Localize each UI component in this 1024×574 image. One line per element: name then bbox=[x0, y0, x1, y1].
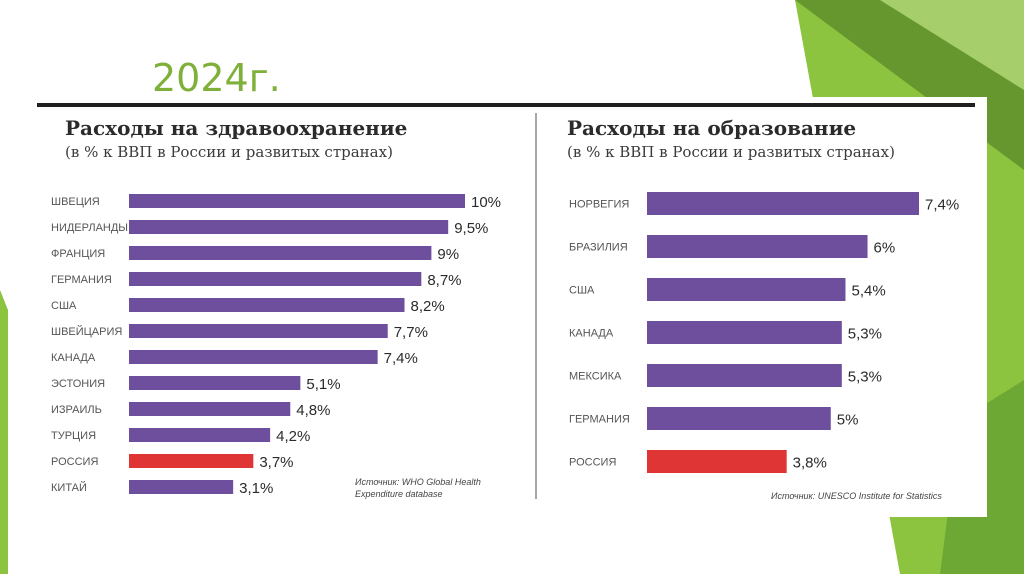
bar bbox=[129, 350, 378, 364]
value-label: 6% bbox=[874, 240, 896, 257]
bar bbox=[647, 321, 842, 344]
education-source-line: Источник: UNESCO Institute for Statistic… bbox=[771, 491, 942, 501]
bar bbox=[129, 194, 465, 208]
health-chart-plot: ШВЕЦИЯ 10% НИДЕРЛАНДЫ 9,5% ФРАНЦИЯ 9% ГЕРМАНИЯ… bbox=[51, 194, 501, 497]
value-label: 7,4% bbox=[925, 197, 959, 214]
category-label: ШВЕЦИЯ bbox=[51, 196, 100, 208]
bar bbox=[647, 407, 831, 430]
value-label: 9% bbox=[437, 246, 459, 263]
health-chart-title: Расходы на здравоохранение bbox=[65, 116, 407, 140]
category-label: МЕКСИКА bbox=[569, 371, 622, 383]
value-label: 7,4% bbox=[384, 350, 418, 367]
education-chart-plot: НОРВЕГИЯ 7,4% БРАЗИЛИЯ 6% США 5,4% КАНАДА 5,3% М… bbox=[569, 192, 959, 473]
category-label: КАНАДА bbox=[569, 328, 614, 340]
bar-highlight bbox=[647, 450, 787, 473]
bar bbox=[129, 246, 432, 260]
bar bbox=[647, 278, 846, 301]
category-label: ИЗРАИЛЬ bbox=[51, 404, 102, 416]
category-label: ЭСТОНИЯ bbox=[51, 378, 105, 390]
value-label: 5,1% bbox=[306, 376, 340, 393]
category-label: ШВЕЙЦАРИЯ bbox=[51, 325, 122, 338]
value-label: 7,7% bbox=[394, 324, 428, 341]
value-label: 8,7% bbox=[427, 272, 461, 289]
bar bbox=[129, 324, 388, 338]
value-label: 5,4% bbox=[851, 283, 885, 300]
value-label: 5% bbox=[837, 412, 859, 429]
category-label: ГЕРМАНИЯ bbox=[51, 274, 112, 286]
value-label: 5,3% bbox=[848, 326, 882, 343]
category-label: США bbox=[569, 285, 595, 297]
bar bbox=[129, 428, 271, 442]
health-chart-subtitle: (в % к ВВП в России и развитых странах) bbox=[65, 143, 393, 161]
health-source-line-2: Expenditure database bbox=[355, 489, 443, 499]
education-chart-title: Расходы на образование bbox=[567, 116, 856, 140]
bar bbox=[647, 235, 868, 258]
chart-card: Расходы на здравоохранение (в % к ВВП в … bbox=[37, 97, 987, 517]
bar bbox=[129, 376, 301, 390]
category-label: РОССИЯ bbox=[569, 457, 616, 469]
category-label: БРАЗИЛИЯ bbox=[569, 242, 628, 254]
health-source-line-1: Источник: WHO Global Health bbox=[355, 477, 481, 487]
value-label: 9,5% bbox=[454, 220, 488, 237]
category-label: ТУРЦИЯ bbox=[51, 430, 96, 442]
value-label: 3,1% bbox=[239, 480, 273, 497]
value-label: 3,8% bbox=[793, 455, 827, 472]
bar bbox=[129, 402, 291, 416]
bar bbox=[129, 298, 405, 312]
education-chart-subtitle: (в % к ВВП в России и развитых странах) bbox=[567, 143, 895, 161]
bar bbox=[129, 272, 422, 286]
value-label: 5,3% bbox=[848, 369, 882, 386]
category-label: КАНАДА bbox=[51, 352, 96, 364]
value-label: 4,8% bbox=[296, 402, 330, 419]
value-label: 10% bbox=[471, 194, 501, 211]
bar-highlight bbox=[129, 454, 254, 468]
category-label: КИТАЙ bbox=[51, 481, 87, 494]
bar bbox=[647, 192, 919, 215]
value-label: 8,2% bbox=[411, 298, 445, 315]
bar bbox=[647, 364, 842, 387]
charts-svg: Расходы на здравоохранение (в % к ВВП в … bbox=[37, 103, 975, 501]
category-label: НОРВЕГИЯ bbox=[569, 199, 629, 211]
category-label: США bbox=[51, 300, 77, 312]
category-label: РОССИЯ bbox=[51, 456, 98, 468]
slide-title: 2024г. bbox=[152, 56, 281, 100]
bar bbox=[129, 220, 449, 234]
value-label: 3,7% bbox=[259, 454, 293, 471]
light-green-triangle bbox=[880, 0, 1024, 90]
category-label: ФРАНЦИЯ bbox=[51, 248, 105, 260]
value-label: 4,2% bbox=[276, 428, 310, 445]
left-green-edge bbox=[0, 290, 8, 574]
category-label: НИДЕРЛАНДЫ bbox=[51, 222, 128, 234]
category-label: ГЕРМАНИЯ bbox=[569, 414, 630, 426]
bar bbox=[129, 480, 234, 494]
